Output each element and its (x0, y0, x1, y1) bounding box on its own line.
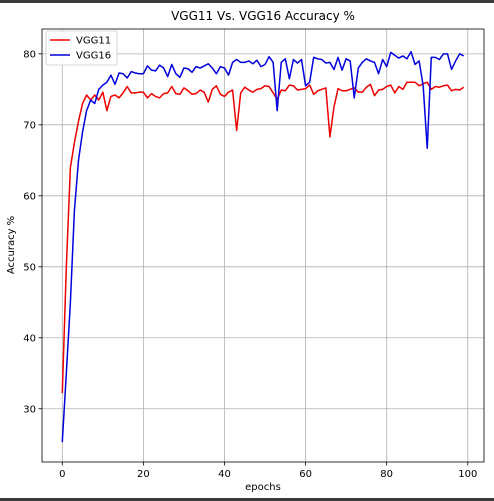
y-tick-label: 80 (23, 49, 36, 60)
series-line-vgg11 (61, 81, 465, 394)
y-tick-label: 50 (23, 262, 36, 273)
y-tick-label: 40 (23, 333, 36, 344)
y-axis-label: Accuracy % (6, 216, 17, 274)
x-tick-label: 100 (458, 469, 477, 480)
series-line-vgg16 (61, 50, 465, 443)
x-axis-label: epochs (245, 482, 281, 493)
bottom-border (0, 498, 494, 501)
plot-frame (41, 28, 485, 463)
x-axis-ticks: 0 20 40 60 80 100 (59, 462, 477, 480)
x-tick-label: 0 (59, 469, 65, 480)
y-axis-ticks: 30 40 50 60 70 80 (23, 49, 42, 415)
x-tick-label: 40 (218, 469, 231, 480)
y-tick-label: 30 (23, 404, 36, 415)
x-tick-label: 60 (299, 469, 312, 480)
top-border (0, 0, 494, 3)
legend-label-vgg16: VGG16 (76, 51, 111, 62)
series-lines (61, 50, 465, 443)
legend: VGG11 VGG16 (45, 30, 118, 66)
grid-lines (42, 29, 484, 462)
legend-label-vgg11: VGG11 (76, 36, 111, 47)
y-tick-label: 60 (23, 191, 36, 202)
y-tick-label: 70 (23, 120, 36, 131)
x-tick-label: 20 (137, 469, 150, 480)
x-tick-label: 80 (380, 469, 393, 480)
chart-title: VGG11 Vs. VGG16 Accuracy % (171, 9, 355, 23)
